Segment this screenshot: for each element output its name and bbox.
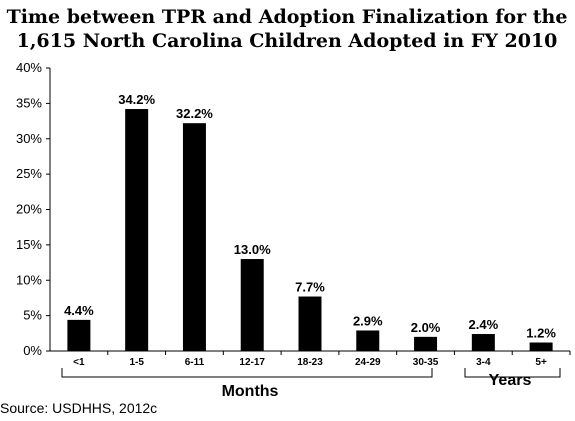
bar-7 [471, 334, 495, 351]
y-tick-label: 40% [16, 60, 42, 75]
chart-title-line-2: 1,615 North Carolina Children Adopted in… [17, 30, 558, 52]
bar-1 [125, 109, 149, 351]
category-label-8: 5+ [535, 357, 547, 368]
data-label-1: 34.2% [118, 92, 155, 107]
category-label-3: 12-17 [239, 357, 265, 368]
bar-6 [414, 336, 438, 351]
y-tick-label: 20% [16, 202, 42, 217]
data-label-5: 2.9% [353, 313, 383, 328]
bar-3 [240, 259, 264, 351]
y-tick-label: 35% [16, 95, 42, 110]
y-tick-label: 15% [16, 237, 42, 252]
category-labels: <1 1-5 6-11 12-17 18-23 24-29 30-35 3-4 5+ [73, 351, 571, 368]
data-label-4: 7.7% [295, 280, 325, 295]
y-tick-label: 0% [23, 343, 42, 358]
bar-5 [356, 330, 380, 351]
y-tick-label: 5% [23, 308, 42, 323]
y-tick-label: 10% [16, 272, 42, 287]
y-axis-ticks: 0% 5% 10% 15% 20% 25% 30% 35% 40% [16, 60, 50, 358]
chart-title-line-1: Time between TPR and Adoption Finalizati… [7, 6, 568, 28]
y-tick-label: 25% [16, 166, 42, 181]
years-group-label: Years [489, 372, 532, 389]
category-label-4: 18-23 [297, 357, 323, 368]
bar-4 [298, 296, 322, 351]
data-label-0: 4.4% [64, 303, 94, 318]
data-label-8: 1.2% [526, 326, 556, 341]
data-label-2: 32.2% [176, 106, 213, 121]
category-label-7: 3-4 [476, 357, 491, 368]
category-label-2: 6-11 [185, 357, 205, 368]
data-label-7: 2.4% [469, 317, 499, 332]
bar-2 [182, 123, 206, 351]
months-bracket [61, 368, 433, 378]
bars: 4.4% 34.2% 32.2% 13.0% 7.7% 2.9% 2.0% 2.4% 1.2% [64, 92, 556, 351]
data-label-3: 13.0% [234, 242, 271, 257]
y-tick-label: 30% [16, 131, 42, 146]
bar-0 [67, 319, 91, 351]
category-label-0: <1 [73, 357, 85, 368]
category-label-6: 30-35 [413, 357, 439, 368]
months-group-label: Months [222, 383, 279, 400]
source-note: Source: USDHHS, 2012c [0, 400, 157, 416]
years-bracket [464, 368, 561, 378]
bar-8 [529, 342, 553, 351]
category-label-1: 1-5 [129, 357, 144, 368]
category-label-5: 24-29 [355, 357, 381, 368]
data-label-6: 2.0% [411, 320, 441, 335]
